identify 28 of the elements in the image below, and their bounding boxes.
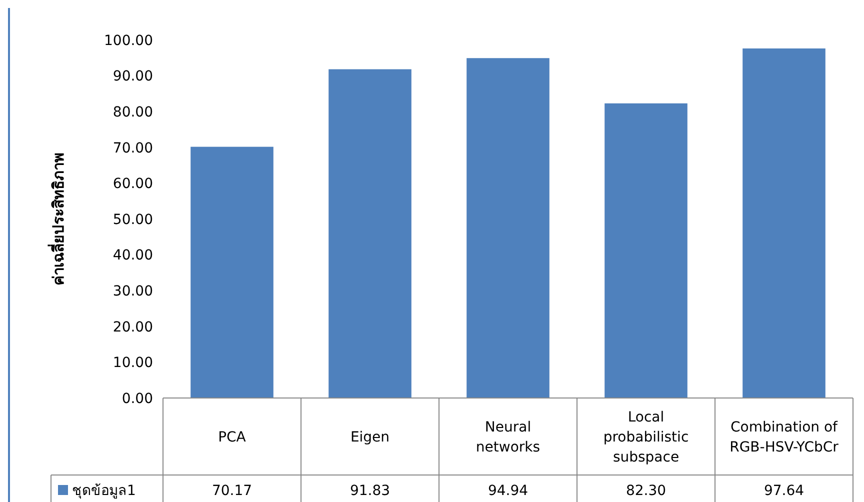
y-axis-title: ค่าเฉลี่ยประสิทธิภาพ xyxy=(47,152,68,286)
bar xyxy=(604,103,688,398)
legend-label: ชุดข้อมูล1 xyxy=(72,482,136,499)
x-tick-label: Eigen xyxy=(350,429,390,446)
bar xyxy=(466,58,550,398)
y-tick-label: 20.00 xyxy=(112,319,153,336)
x-tick-label: Combination of RGB-HSV-YCbCr xyxy=(730,419,839,456)
y-tick-label: 90.00 xyxy=(112,68,153,85)
text: 97.64 xyxy=(764,482,804,499)
y-tick-label: 40.00 xyxy=(112,248,153,264)
y-tick-label: 50.00 xyxy=(112,212,153,228)
text: 82.30 xyxy=(626,482,666,499)
x-tick-label: PCA xyxy=(218,429,246,446)
y-tick-label: 70.00 xyxy=(112,140,153,156)
y-tick-label: 0.00 xyxy=(122,390,153,407)
text: 70.17 xyxy=(212,482,252,499)
y-tick-label: 60.00 xyxy=(112,176,153,192)
y-tick-label: 10.00 xyxy=(112,355,153,372)
y-tick-label: 30.00 xyxy=(112,284,153,300)
x-tick-label: Neural networks xyxy=(476,419,540,456)
bar xyxy=(742,48,826,398)
text: 91.83 xyxy=(350,482,390,499)
y-tick-label: 100.00 xyxy=(104,32,153,49)
y-tick-label: 80.00 xyxy=(112,104,153,120)
x-tick-label: Local probabilistic subspace xyxy=(603,409,689,466)
text: 94.94 xyxy=(488,482,528,499)
bar xyxy=(328,69,412,398)
bar xyxy=(190,146,274,398)
